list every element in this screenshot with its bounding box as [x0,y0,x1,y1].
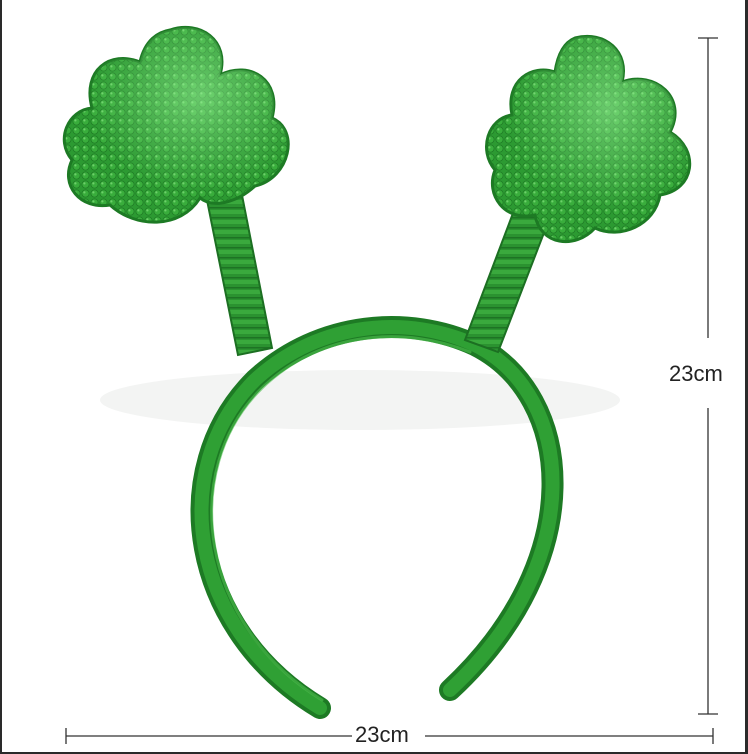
right-shamrock [485,34,692,244]
left-spring [203,183,274,357]
width-label: 23cm [353,722,411,747]
headband-band [190,316,564,719]
height-label: 23cm [669,361,723,387]
left-shamrock [62,25,290,224]
width-dimension-line [65,728,714,744]
height-dimension-line [698,37,718,715]
